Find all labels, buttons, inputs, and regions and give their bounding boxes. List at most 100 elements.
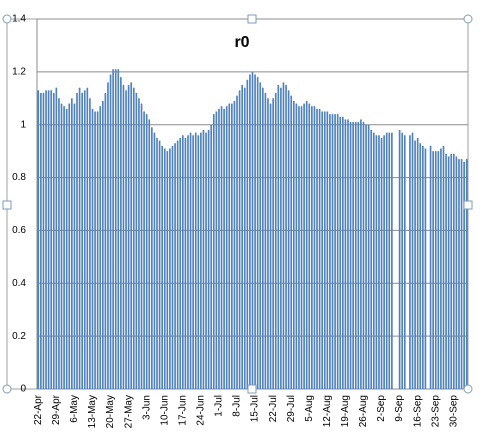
- bar: [334, 114, 336, 390]
- bar: [107, 82, 109, 389]
- y-tick-label: 0.4: [12, 278, 26, 289]
- bar: [138, 98, 140, 390]
- bar: [455, 156, 458, 389]
- bar: [210, 124, 213, 389]
- bar: [437, 151, 440, 389]
- bar: [197, 135, 200, 389]
- bar: [156, 137, 158, 389]
- bar: [52, 93, 55, 389]
- bar: [321, 111, 324, 389]
- bar: [130, 82, 133, 389]
- bar: [96, 111, 99, 389]
- x-tick-label: 12-Aug: [322, 395, 333, 427]
- bar: [236, 95, 238, 390]
- bar: [458, 159, 460, 389]
- bar: [212, 114, 215, 390]
- bar: [151, 127, 153, 389]
- bar: [360, 119, 362, 389]
- x-tick-label: 30-Sep: [448, 395, 459, 428]
- x-tick-label: 5-Aug: [304, 395, 315, 422]
- x-tick-label: 22-Jul: [268, 395, 279, 422]
- bar: [365, 124, 367, 389]
- bar: [326, 111, 329, 389]
- bar: [254, 74, 256, 389]
- x-tick-label: 20-May: [105, 395, 116, 428]
- bar: [176, 140, 179, 389]
- x-tick-label: 26-Aug: [358, 395, 369, 427]
- bar: [442, 145, 445, 389]
- bar: [409, 135, 411, 389]
- bar: [414, 140, 416, 389]
- x-tick-label: 6-May: [69, 395, 80, 423]
- bar: [200, 132, 202, 389]
- bar: [231, 103, 233, 390]
- bar: [367, 124, 370, 389]
- bar: [220, 106, 223, 389]
- bar: [86, 87, 89, 389]
- bar: [174, 143, 176, 389]
- bar: [372, 132, 375, 389]
- bar: [109, 74, 112, 389]
- bar: [47, 90, 50, 389]
- bar: [298, 106, 300, 389]
- bar: [272, 98, 274, 390]
- bar: [452, 153, 455, 389]
- bar: [228, 103, 231, 390]
- bar: [323, 111, 326, 389]
- bar: [91, 108, 94, 389]
- x-tick-label: 29-Jul: [286, 395, 297, 422]
- bar: [292, 100, 295, 389]
- bar: [58, 98, 60, 390]
- bar: [375, 135, 378, 389]
- bar: [94, 111, 96, 389]
- bar: [259, 82, 262, 389]
- bar: [256, 77, 259, 390]
- bar: [83, 90, 86, 389]
- x-tick-label: 1-Jul: [214, 395, 225, 417]
- y-tick-label: 1.4: [12, 14, 26, 25]
- x-tick-label: 15-Jul: [250, 395, 261, 422]
- bar: [401, 132, 404, 389]
- bar: [205, 132, 207, 389]
- bar: [269, 103, 272, 390]
- bar: [112, 69, 114, 389]
- bar: [460, 159, 463, 389]
- bar: [432, 151, 434, 389]
- bar: [308, 103, 311, 390]
- y-tick-label: 0.8: [12, 172, 26, 183]
- bar: [171, 145, 174, 389]
- x-tick-label: 16-Sep: [412, 395, 423, 428]
- bar: [223, 108, 225, 389]
- bar: [243, 87, 246, 389]
- bar: [419, 143, 422, 389]
- bar: [383, 135, 385, 389]
- bar: [336, 114, 339, 390]
- bar: [249, 74, 251, 389]
- bar: [40, 93, 42, 389]
- bar: [339, 116, 342, 390]
- bar: [424, 148, 427, 389]
- bar: [362, 122, 365, 390]
- bar: [403, 135, 406, 389]
- bar: [465, 159, 468, 389]
- bar: [215, 111, 218, 389]
- bar: [192, 135, 194, 389]
- bar: [104, 93, 107, 389]
- bar: [55, 87, 58, 389]
- x-tick-label: 27-May: [123, 395, 134, 428]
- bar: [388, 132, 391, 389]
- bar: [313, 106, 316, 389]
- bar: [71, 98, 73, 390]
- bar: [429, 145, 432, 389]
- bar: [68, 103, 71, 390]
- x-tick-label: 2-Sep: [376, 395, 387, 422]
- bar: [148, 119, 151, 389]
- bar: [125, 90, 127, 389]
- x-tick-label: 3-Jun: [141, 395, 152, 420]
- selection-handles: [2, 14, 473, 394]
- bar: [73, 103, 76, 390]
- bar: [169, 148, 171, 389]
- bar: [447, 156, 450, 389]
- bar: [122, 85, 125, 390]
